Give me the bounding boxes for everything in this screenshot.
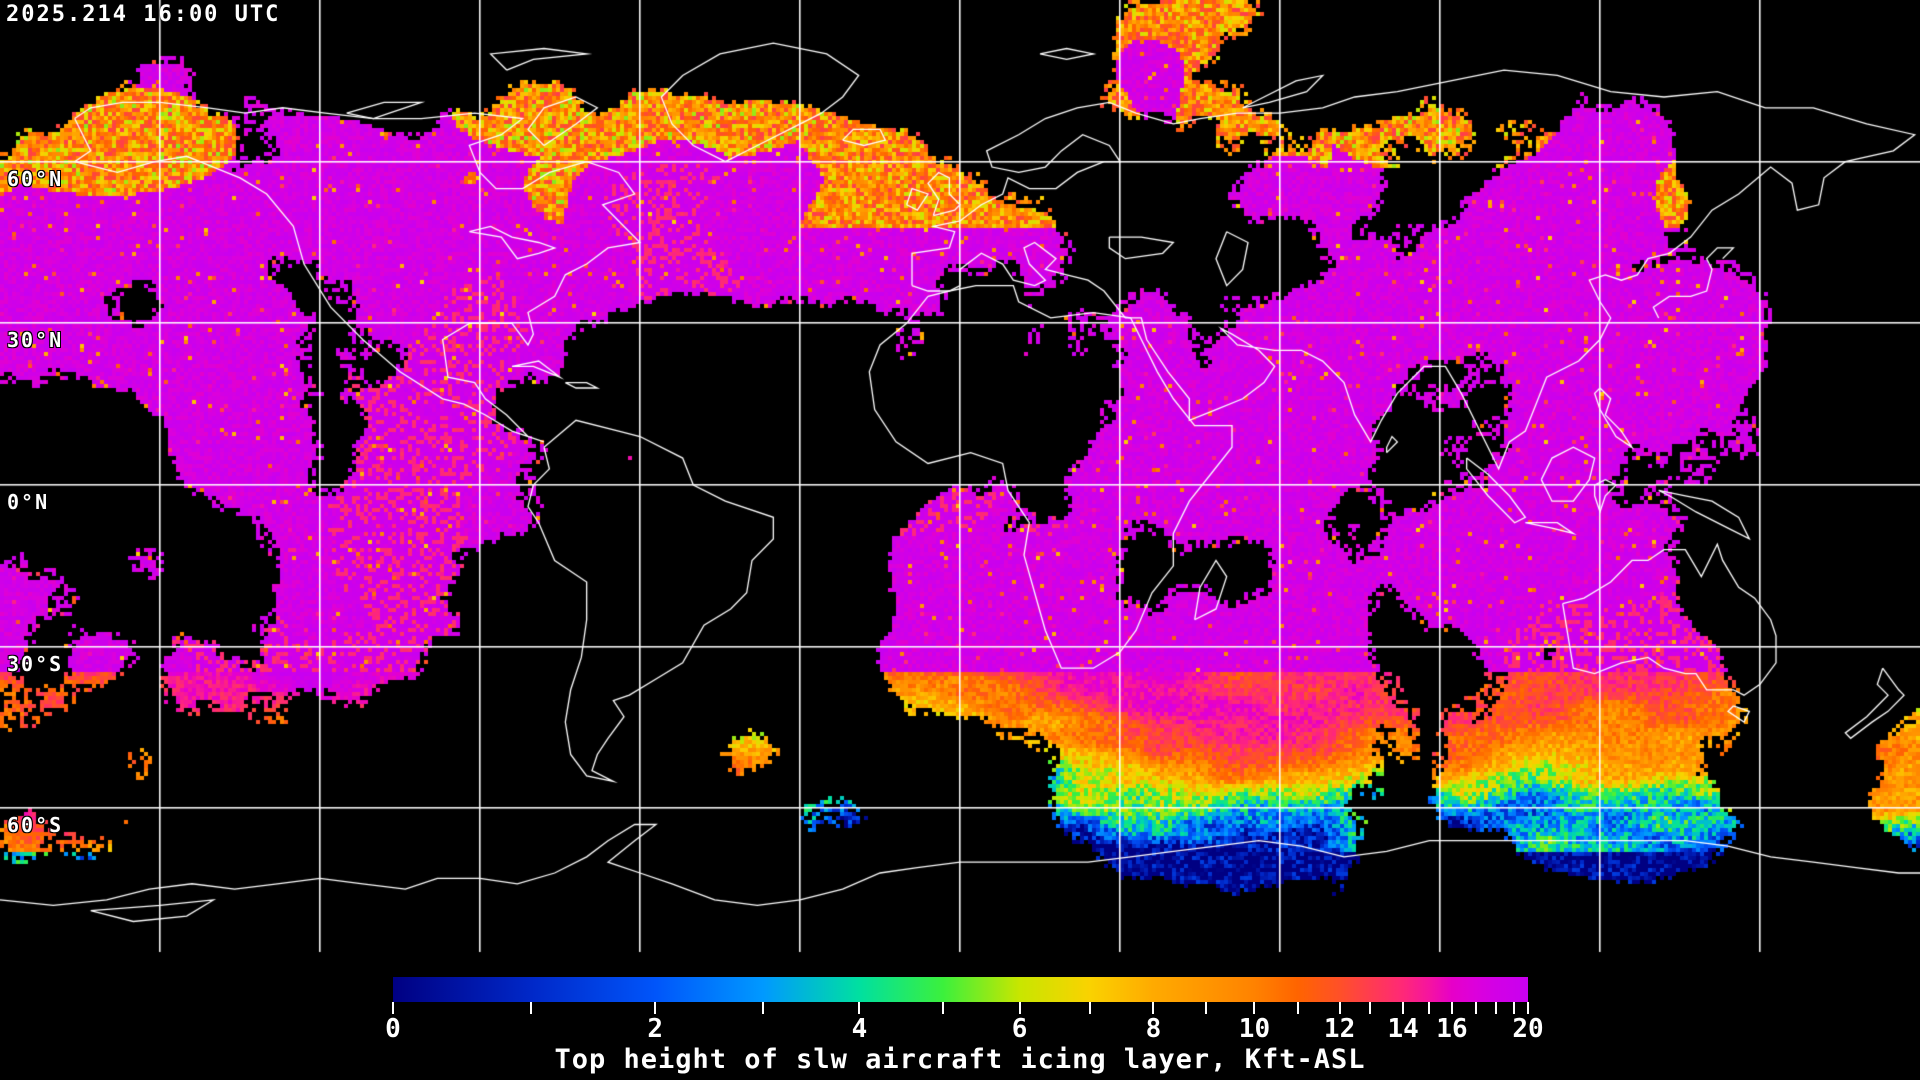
colorbar-tick-label: 12: [1323, 1014, 1356, 1044]
colorbar-tick: [1204, 1002, 1207, 1014]
colorbar-tick-label: 14: [1387, 1014, 1419, 1044]
colorbar-tick: [1152, 1002, 1155, 1014]
colorbar-tick: [1253, 1002, 1256, 1014]
latitude-label: 0°N: [7, 490, 50, 514]
colorbar-tick-label: 4: [851, 1014, 868, 1044]
latitude-label: 30°S: [7, 651, 64, 676]
colorbar-tick: [1428, 1002, 1431, 1014]
colorbar-tick-label: 0: [385, 1014, 401, 1044]
colorbar-tick: [858, 1002, 861, 1014]
colorbar-tick: [1088, 1002, 1091, 1014]
latitude-label: 30°N: [7, 328, 64, 353]
latitude-label: 60°N: [7, 166, 64, 191]
colorbar-tick: [1474, 1002, 1477, 1014]
colorbar-tick-label: 16: [1436, 1014, 1468, 1044]
colorbar-tick: [1338, 1002, 1341, 1014]
colorbar-tick-label: 8: [1145, 1014, 1162, 1044]
colorbar-tick: [1018, 1002, 1021, 1014]
colorbar-gradient: [393, 977, 1528, 1002]
colorbar-tick: [530, 1002, 533, 1014]
world-map-canvas: [0, 0, 1920, 960]
colorbar-tick: [942, 1002, 945, 1014]
colorbar-tick: [1513, 1002, 1516, 1014]
colorbar-tick-label: 10: [1238, 1014, 1271, 1044]
colorbar-tick: [1495, 1002, 1498, 1014]
colorbar-tick: [1450, 1002, 1453, 1014]
colorbar-tick-label: 2: [647, 1014, 663, 1044]
colorbar-caption: Top height of slw aircraft icing layer, …: [554, 1044, 1366, 1075]
colorbar-tick: [654, 1002, 657, 1014]
colorbar-tick: [762, 1002, 764, 1014]
colorbar: 0 2 4 6 8 10 12 14 16 20: [385, 977, 1544, 1047]
timestamp: 2025.214 16:00 UTC: [6, 2, 281, 27]
colorbar-tick: [1527, 1002, 1529, 1014]
colorbar-tick-label: 6: [1011, 1014, 1028, 1044]
colorbar-tick: [1402, 1002, 1405, 1014]
colorbar-tick-label: 20: [1512, 1014, 1544, 1044]
colorbar-tick: [392, 1002, 394, 1014]
colorbar-tick: [1369, 1002, 1372, 1014]
colorbar-tick: [1296, 1002, 1299, 1014]
latitude-label: 60°S: [7, 813, 64, 838]
